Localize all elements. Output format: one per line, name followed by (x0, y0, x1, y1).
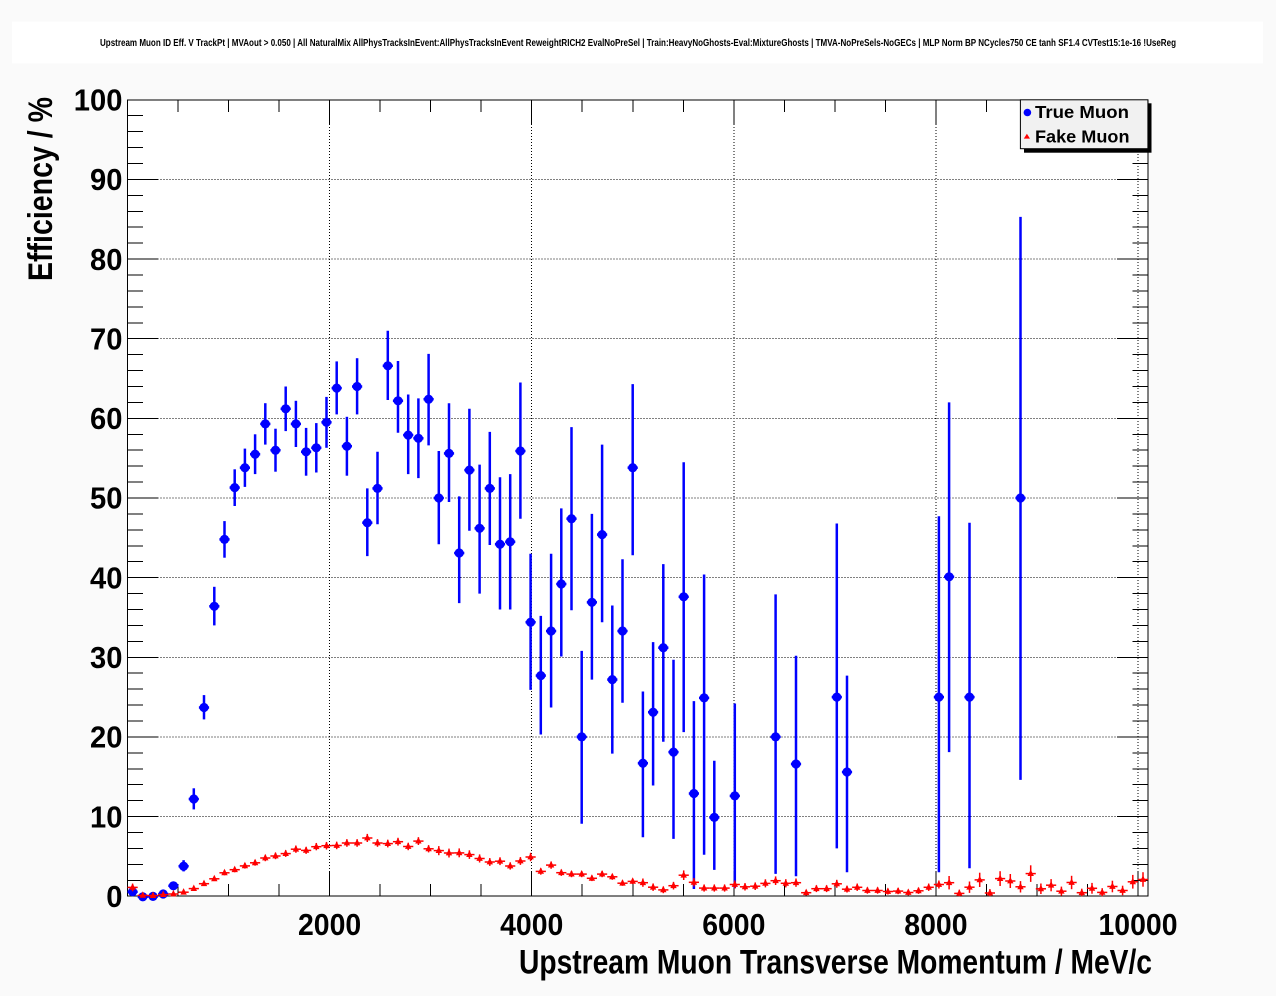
svg-text:2000: 2000 (298, 907, 361, 942)
svg-text:30: 30 (90, 640, 122, 675)
svg-text:6000: 6000 (702, 907, 765, 942)
svg-text:Upstream Muon Transverse Momen: Upstream Muon Transverse Momentum / MeV/… (519, 944, 1152, 982)
svg-text:Fake Muon: Fake Muon (1035, 127, 1130, 147)
svg-text:20: 20 (90, 720, 122, 755)
svg-text:0: 0 (106, 879, 122, 914)
svg-text:4000: 4000 (500, 907, 563, 942)
svg-text:70: 70 (90, 321, 122, 356)
svg-text:90: 90 (90, 162, 122, 197)
svg-text:10: 10 (90, 799, 122, 834)
svg-text:True Muon: True Muon (1035, 102, 1129, 122)
svg-text:40: 40 (90, 560, 122, 595)
svg-text:Efficiency / %: Efficiency / % (22, 97, 60, 281)
svg-text:10000: 10000 (1099, 907, 1178, 942)
svg-text:50: 50 (90, 481, 122, 516)
svg-text:100: 100 (74, 83, 123, 118)
svg-text:8000: 8000 (904, 907, 967, 942)
svg-text:Upstream Muon ID Eff. V TrackP: Upstream Muon ID Eff. V TrackPt | MVAout… (100, 38, 1176, 49)
svg-text:60: 60 (90, 401, 122, 436)
svg-text:80: 80 (90, 242, 122, 277)
